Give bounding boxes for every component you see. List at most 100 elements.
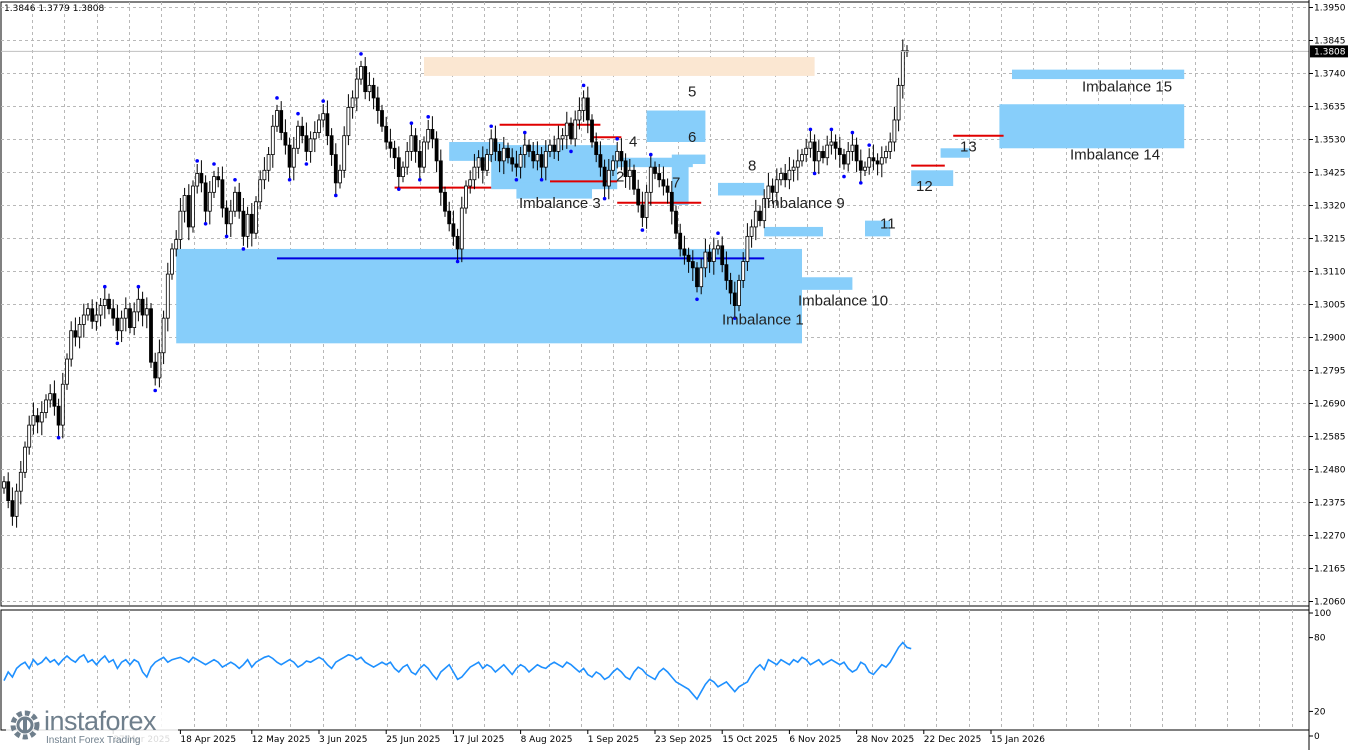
x-tick-label: 3 Jun 2025 [319, 735, 367, 745]
brand-tagline: Instant Forex Trading [46, 735, 141, 746]
candle-body [556, 138, 561, 152]
candle-body [287, 144, 292, 168]
candle-body [674, 210, 678, 234]
candle-body [18, 471, 23, 492]
candle-body [707, 251, 712, 262]
candle-body [485, 154, 489, 171]
candle-body [317, 119, 321, 133]
candle-body [224, 207, 229, 225]
candle-body [636, 188, 641, 206]
swing-low-marker [859, 181, 863, 185]
candle-body [371, 84, 376, 99]
candle-body [695, 267, 699, 288]
candle-body [182, 195, 187, 212]
candle-body [791, 166, 796, 171]
candle-body [216, 176, 221, 181]
x-tick-label: 23 Sep 2025 [655, 735, 712, 745]
candle-body [123, 308, 128, 319]
candle-body [627, 169, 632, 177]
candle-body [149, 308, 153, 363]
candle-body [737, 280, 741, 306]
zone-label: Imbalance 14 [1070, 146, 1160, 163]
zone-label: Imbalance 15 [1082, 79, 1172, 96]
candle-body [892, 119, 897, 143]
candle-body [443, 191, 447, 212]
zone-label: 11 [880, 216, 896, 233]
swing-high-marker [867, 143, 871, 147]
candle-body [716, 245, 720, 250]
candle-body [56, 405, 61, 426]
y-tick-label: 1.3215 [1314, 235, 1346, 245]
x-tick-label: 28 Nov 2025 [857, 735, 915, 745]
swing-low-marker [640, 228, 645, 232]
zone-label: Imbalance 1 [722, 311, 804, 328]
candle-body [291, 147, 296, 168]
candle-body [90, 308, 95, 322]
candle-body [350, 97, 355, 108]
candle-body [375, 97, 380, 111]
swing-high-marker [103, 284, 107, 289]
swing-low-marker [539, 177, 544, 182]
candle-body [300, 125, 305, 137]
candle-body [174, 239, 179, 250]
candle-body [842, 154, 846, 165]
candle-body [422, 141, 426, 168]
candle-body [480, 157, 485, 171]
candle-body [52, 393, 57, 407]
zone-label: 7 [672, 175, 680, 192]
zone-12 [911, 170, 954, 187]
candle-body [359, 66, 363, 80]
candle-body [464, 185, 468, 209]
candle-body [451, 223, 456, 237]
candle-body [438, 160, 443, 193]
swing-high-marker [523, 130, 527, 135]
swing-low-marker [514, 177, 519, 182]
x-tick-label: 1 Sep 2025 [588, 735, 639, 745]
candle-body [560, 135, 565, 140]
y-tick-label: 1.2375 [1314, 499, 1346, 509]
zone-imbalance-14 [999, 104, 1185, 149]
candle-body [501, 147, 506, 162]
candle-body [413, 135, 418, 152]
candle-body [111, 308, 116, 319]
candle-body [711, 248, 716, 262]
x-tick-label: 18 Apr 2025 [180, 735, 236, 745]
swing-low-marker [455, 259, 460, 264]
candle-body [741, 261, 746, 281]
candle-body [157, 352, 162, 379]
zone-label: Imbalance 3 [519, 195, 601, 212]
candle-body [703, 251, 708, 269]
y-tick-label: 1.2060 [1314, 598, 1346, 608]
candle-body [401, 166, 405, 177]
candle-body [384, 125, 389, 143]
y-tick-label: 1.2795 [1314, 367, 1346, 377]
rsi-tick-label: 20 [1314, 707, 1326, 717]
candle-body [31, 415, 36, 426]
zone-7 [671, 160, 689, 205]
swing-high-marker [649, 152, 653, 157]
candle-body [396, 157, 401, 177]
candle-body [136, 298, 141, 313]
candle-body [825, 144, 830, 159]
candle-body [338, 169, 342, 184]
candle-body [846, 151, 851, 165]
candle-body [186, 195, 191, 228]
candle-body [728, 280, 733, 294]
swing-high-marker [409, 121, 414, 125]
rsi-tick-label: 100 [1314, 609, 1331, 619]
zone-11 [865, 220, 891, 237]
candle-body [119, 317, 124, 332]
y-tick-label: 1.3110 [1314, 268, 1346, 278]
x-tick-label: 17 Jul 2025 [453, 735, 504, 745]
swing-high-marker [829, 127, 834, 132]
candle-body [262, 169, 267, 181]
candle-body [661, 179, 666, 187]
candle-body [837, 147, 842, 155]
candle-body [321, 113, 326, 121]
candle-body [39, 412, 44, 423]
candle-body [753, 210, 758, 228]
zone-imbalance-3 [516, 182, 592, 199]
zone-13 [940, 148, 970, 158]
candle-body [60, 383, 65, 426]
zone-imbalance-10 [797, 277, 853, 290]
